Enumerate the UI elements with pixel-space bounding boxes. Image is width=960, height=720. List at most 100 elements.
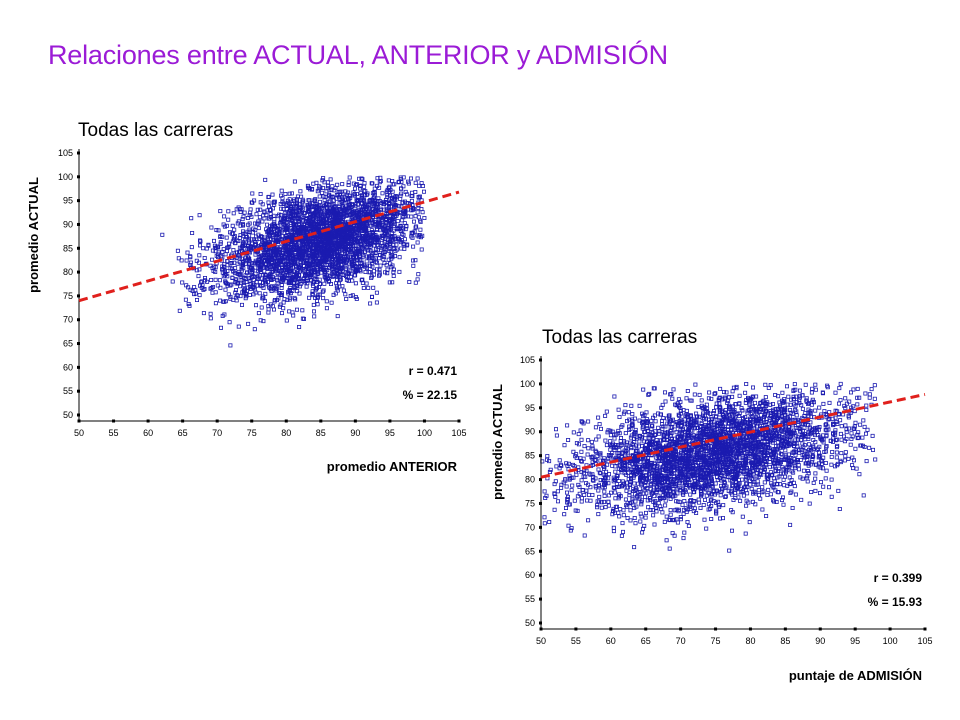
data-point xyxy=(228,296,233,301)
data-point xyxy=(328,205,333,210)
data-point xyxy=(681,511,686,516)
data-point xyxy=(271,213,276,218)
data-point xyxy=(624,472,629,477)
data-point xyxy=(273,239,278,244)
data-point xyxy=(413,258,418,263)
data-point xyxy=(334,208,339,213)
data-point xyxy=(740,477,745,482)
data-point xyxy=(188,262,193,267)
data-point xyxy=(288,211,293,216)
data-point xyxy=(225,274,230,279)
data-point xyxy=(843,450,848,455)
data-point xyxy=(315,302,320,307)
data-point xyxy=(295,201,300,206)
data-point xyxy=(370,211,375,216)
data-point xyxy=(196,274,201,279)
data-point xyxy=(303,233,308,238)
data-point xyxy=(279,258,284,263)
data-point xyxy=(230,223,235,228)
data-point xyxy=(322,251,327,256)
data-point xyxy=(288,220,293,225)
data-point xyxy=(844,430,849,435)
data-point xyxy=(263,177,268,182)
y-tick-mark xyxy=(77,389,80,393)
data-point xyxy=(305,262,310,267)
data-point xyxy=(222,312,227,317)
data-point xyxy=(648,507,653,512)
data-point xyxy=(264,256,269,261)
data-point xyxy=(240,241,245,246)
data-point xyxy=(792,382,797,387)
data-point xyxy=(283,234,288,239)
data-point xyxy=(189,216,194,221)
data-point xyxy=(344,213,349,218)
data-point xyxy=(374,300,379,305)
data-point xyxy=(653,503,658,508)
data-point xyxy=(747,401,752,406)
data-point xyxy=(203,278,208,283)
data-point xyxy=(335,255,340,260)
data-point xyxy=(408,176,413,181)
data-point xyxy=(339,258,344,263)
data-point xyxy=(590,444,595,449)
data-point xyxy=(248,207,253,212)
data-point xyxy=(285,268,290,273)
data-point xyxy=(397,269,402,274)
data-point xyxy=(391,267,396,272)
data-point xyxy=(283,191,288,196)
data-point xyxy=(243,237,248,242)
data-point xyxy=(346,180,351,185)
data-point xyxy=(300,197,305,202)
data-point xyxy=(613,469,618,474)
data-point xyxy=(346,271,351,276)
data-point xyxy=(616,407,621,412)
data-point xyxy=(266,274,271,279)
data-point xyxy=(271,251,276,256)
data-point xyxy=(380,244,385,249)
data-point xyxy=(587,492,592,497)
data-point xyxy=(307,201,312,206)
data-point xyxy=(270,261,275,266)
data-point xyxy=(599,505,604,510)
data-point xyxy=(356,222,361,227)
data-point xyxy=(270,192,275,197)
scatter-chart-admision: Todas las carreras 505560657075808590951… xyxy=(490,327,933,683)
data-point xyxy=(344,296,349,301)
data-point xyxy=(267,285,272,290)
data-point xyxy=(722,389,727,394)
data-point xyxy=(422,215,427,220)
data-point xyxy=(213,277,218,282)
data-point xyxy=(213,246,218,251)
data-point xyxy=(350,254,355,259)
data-point xyxy=(371,285,376,290)
data-point xyxy=(236,269,241,274)
data-point xyxy=(617,514,622,519)
data-point xyxy=(266,310,271,315)
data-point xyxy=(338,216,343,221)
data-point xyxy=(595,505,600,510)
data-point xyxy=(373,259,378,264)
data-point xyxy=(677,413,682,418)
data-point xyxy=(632,416,637,421)
data-point xyxy=(238,207,243,212)
data-point xyxy=(242,287,247,292)
data-point xyxy=(646,505,651,510)
data-point xyxy=(278,302,283,307)
data-point xyxy=(343,292,348,297)
data-point xyxy=(299,225,304,230)
data-point xyxy=(317,203,322,208)
data-point xyxy=(410,194,415,199)
data-point xyxy=(290,275,295,280)
data-point xyxy=(304,250,309,255)
data-point xyxy=(293,284,298,289)
data-point xyxy=(318,234,323,239)
data-point xyxy=(250,237,255,242)
data-point xyxy=(287,309,292,314)
data-point xyxy=(331,210,336,215)
data-point xyxy=(329,187,334,192)
data-point xyxy=(364,259,369,264)
data-point xyxy=(402,221,407,226)
data-point xyxy=(852,426,857,431)
data-point xyxy=(582,444,587,449)
data-point xyxy=(290,288,295,293)
